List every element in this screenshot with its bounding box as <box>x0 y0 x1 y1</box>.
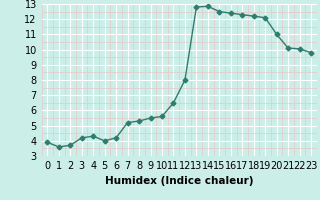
X-axis label: Humidex (Indice chaleur): Humidex (Indice chaleur) <box>105 176 253 186</box>
